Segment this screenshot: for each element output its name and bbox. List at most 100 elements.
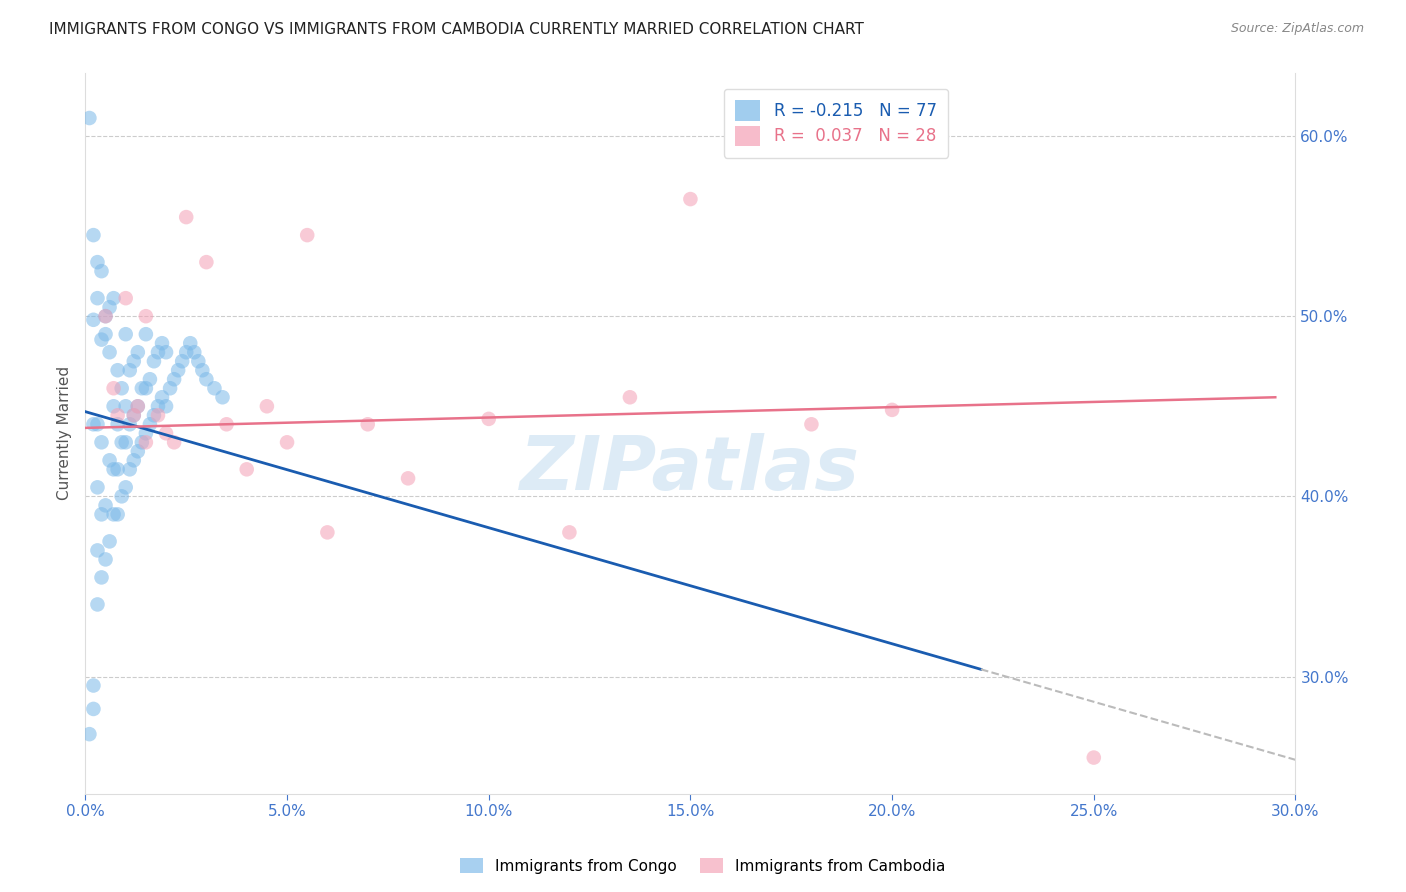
Point xyxy=(90,508,112,522)
Point xyxy=(94,499,117,513)
Point xyxy=(82,228,104,243)
Point xyxy=(111,489,134,503)
Point xyxy=(127,345,149,359)
Point xyxy=(127,399,149,413)
Point xyxy=(679,192,702,206)
Legend: R = -0.215   N = 77, R =  0.037   N = 28: R = -0.215 N = 77, R = 0.037 N = 28 xyxy=(724,88,948,158)
Point xyxy=(114,399,136,413)
Point xyxy=(155,399,177,413)
Point xyxy=(174,345,197,359)
Point xyxy=(135,426,157,441)
Point xyxy=(142,409,165,423)
Point xyxy=(79,111,101,125)
Point xyxy=(107,363,129,377)
Point xyxy=(135,435,157,450)
Point xyxy=(155,345,177,359)
Point xyxy=(82,313,104,327)
Point xyxy=(276,435,298,450)
Point xyxy=(211,390,233,404)
Point xyxy=(297,228,319,243)
Point xyxy=(103,399,125,413)
Point xyxy=(111,435,134,450)
Point xyxy=(107,417,129,432)
Point xyxy=(880,402,903,417)
Point xyxy=(800,417,823,432)
Point xyxy=(86,598,108,612)
Point xyxy=(107,508,129,522)
Point xyxy=(114,327,136,342)
Point xyxy=(155,426,177,441)
Point xyxy=(215,417,238,432)
Legend: Immigrants from Congo, Immigrants from Cambodia: Immigrants from Congo, Immigrants from C… xyxy=(454,852,952,880)
Point xyxy=(82,702,104,716)
Point xyxy=(558,525,581,540)
Point xyxy=(86,543,108,558)
Point xyxy=(150,390,173,404)
Point xyxy=(118,363,141,377)
Point xyxy=(127,399,149,413)
Point xyxy=(183,345,205,359)
Point xyxy=(90,435,112,450)
Point xyxy=(111,381,134,395)
Point xyxy=(146,399,169,413)
Point xyxy=(94,552,117,566)
Point xyxy=(107,462,129,476)
Point xyxy=(98,534,121,549)
Point xyxy=(82,679,104,693)
Point xyxy=(103,291,125,305)
Point xyxy=(146,409,169,423)
Text: Source: ZipAtlas.com: Source: ZipAtlas.com xyxy=(1230,22,1364,36)
Text: ZIPatlas: ZIPatlas xyxy=(520,433,860,506)
Point xyxy=(94,309,117,323)
Point xyxy=(82,417,104,432)
Point xyxy=(179,336,201,351)
Point xyxy=(396,471,419,485)
Point xyxy=(163,435,186,450)
Point xyxy=(187,354,209,368)
Point xyxy=(103,381,125,395)
Point xyxy=(122,354,145,368)
Point xyxy=(172,354,194,368)
Point xyxy=(357,417,380,432)
Point xyxy=(235,462,257,476)
Point xyxy=(107,409,129,423)
Point xyxy=(122,453,145,467)
Point xyxy=(103,462,125,476)
Point xyxy=(94,327,117,342)
Point xyxy=(256,399,278,413)
Point xyxy=(139,372,162,386)
Point xyxy=(131,381,153,395)
Point xyxy=(127,444,149,458)
Point xyxy=(135,327,157,342)
Point xyxy=(114,291,136,305)
Point xyxy=(122,409,145,423)
Point xyxy=(79,727,101,741)
Point xyxy=(142,354,165,368)
Point xyxy=(191,363,214,377)
Y-axis label: Currently Married: Currently Married xyxy=(58,367,72,500)
Point xyxy=(118,417,141,432)
Point xyxy=(195,255,218,269)
Point xyxy=(167,363,190,377)
Point xyxy=(86,480,108,494)
Point xyxy=(114,435,136,450)
Point xyxy=(163,372,186,386)
Point xyxy=(90,333,112,347)
Point xyxy=(150,336,173,351)
Point xyxy=(478,412,501,426)
Point xyxy=(159,381,181,395)
Point xyxy=(204,381,226,395)
Point xyxy=(1083,750,1105,764)
Point xyxy=(131,435,153,450)
Point xyxy=(86,255,108,269)
Point xyxy=(146,345,169,359)
Point xyxy=(90,264,112,278)
Point xyxy=(174,210,197,224)
Point xyxy=(135,309,157,323)
Point xyxy=(86,291,108,305)
Point xyxy=(316,525,339,540)
Point xyxy=(195,372,218,386)
Point xyxy=(86,417,108,432)
Point xyxy=(114,480,136,494)
Text: IMMIGRANTS FROM CONGO VS IMMIGRANTS FROM CAMBODIA CURRENTLY MARRIED CORRELATION : IMMIGRANTS FROM CONGO VS IMMIGRANTS FROM… xyxy=(49,22,865,37)
